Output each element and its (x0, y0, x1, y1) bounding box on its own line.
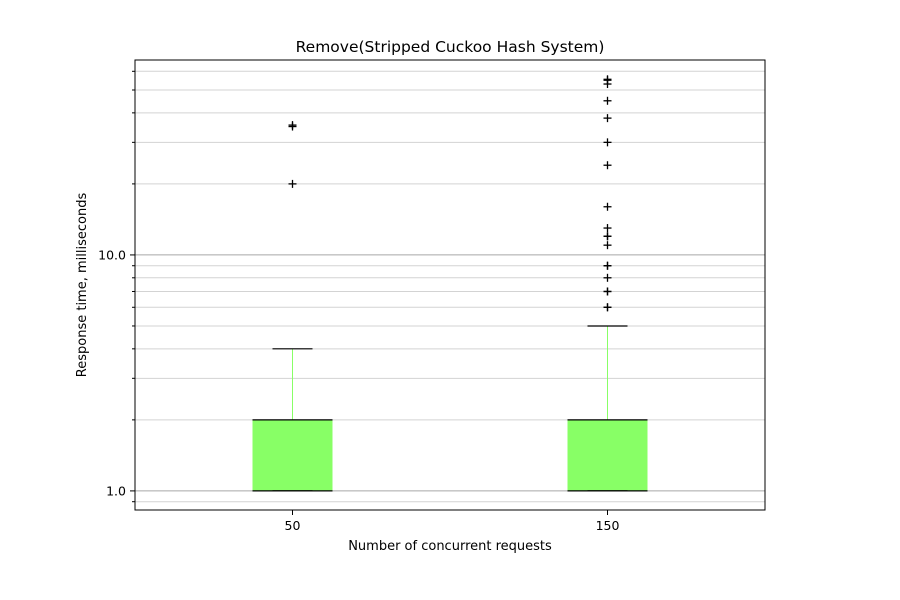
plot-frame (134, 59, 766, 511)
outlier-point (288, 121, 297, 130)
outlier-point (603, 224, 612, 233)
outlier-point (603, 96, 612, 105)
outlier-point (603, 303, 612, 312)
outlier-point (603, 75, 612, 84)
outlier-point (603, 161, 612, 170)
outlier-point (603, 138, 612, 147)
boxes-layer (252, 325, 648, 492)
y-tick-label: 1.0 (106, 483, 126, 498)
y-ticks: 1.0 10.0 (98, 70, 135, 503)
outlier-point (603, 114, 612, 123)
x-axis-label: Number of concurrent requests (348, 539, 552, 554)
outlier-point (603, 287, 612, 296)
outlier-point (603, 232, 612, 241)
outliers-layer (288, 75, 612, 312)
box-body (252, 419, 333, 491)
x-tick-label: 50 (285, 518, 301, 533)
box-50 (252, 348, 333, 492)
outlier-point (603, 202, 612, 211)
y-axis-label: Response time, milliseconds (75, 193, 90, 378)
chart-title: Remove(Stripped Cuckoo Hash System) (296, 38, 605, 56)
outlier-point (603, 241, 612, 250)
box-body (567, 419, 648, 491)
x-tick-label: 150 (596, 518, 620, 533)
box-150 (567, 325, 648, 492)
x-ticks: 50 150 (285, 510, 620, 533)
grid-lines (135, 70, 765, 503)
outlier-point (288, 179, 297, 188)
y-tick-label: 10.0 (98, 247, 126, 262)
outlier-point (603, 273, 612, 282)
outlier-point (603, 261, 612, 270)
